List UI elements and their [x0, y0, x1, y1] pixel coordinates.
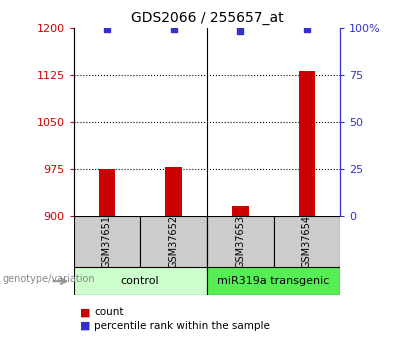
Bar — [207, 267, 340, 295]
Text: ■: ■ — [80, 307, 90, 317]
Point — [304, 27, 310, 32]
Text: GSM37651: GSM37651 — [102, 215, 112, 268]
Point — [237, 29, 244, 34]
Text: miR319a transgenic: miR319a transgenic — [217, 276, 330, 286]
Text: GSM37652: GSM37652 — [168, 215, 178, 268]
Bar — [74, 267, 207, 295]
Bar — [74, 216, 140, 267]
Text: genotype/variation: genotype/variation — [2, 275, 95, 284]
Text: control: control — [121, 276, 160, 286]
Bar — [299, 71, 315, 216]
Point — [103, 27, 110, 32]
Point — [170, 27, 177, 32]
Bar — [232, 206, 249, 216]
Text: GSM37653: GSM37653 — [235, 215, 245, 268]
Bar — [99, 169, 115, 216]
Text: GSM37654: GSM37654 — [302, 215, 312, 268]
Title: GDS2066 / 255657_at: GDS2066 / 255657_at — [131, 11, 283, 25]
Text: count: count — [94, 307, 124, 317]
Text: ■: ■ — [80, 321, 90, 331]
Bar — [165, 167, 182, 216]
Bar — [273, 216, 340, 267]
Bar — [140, 216, 207, 267]
Text: percentile rank within the sample: percentile rank within the sample — [94, 321, 270, 331]
Bar — [207, 216, 273, 267]
